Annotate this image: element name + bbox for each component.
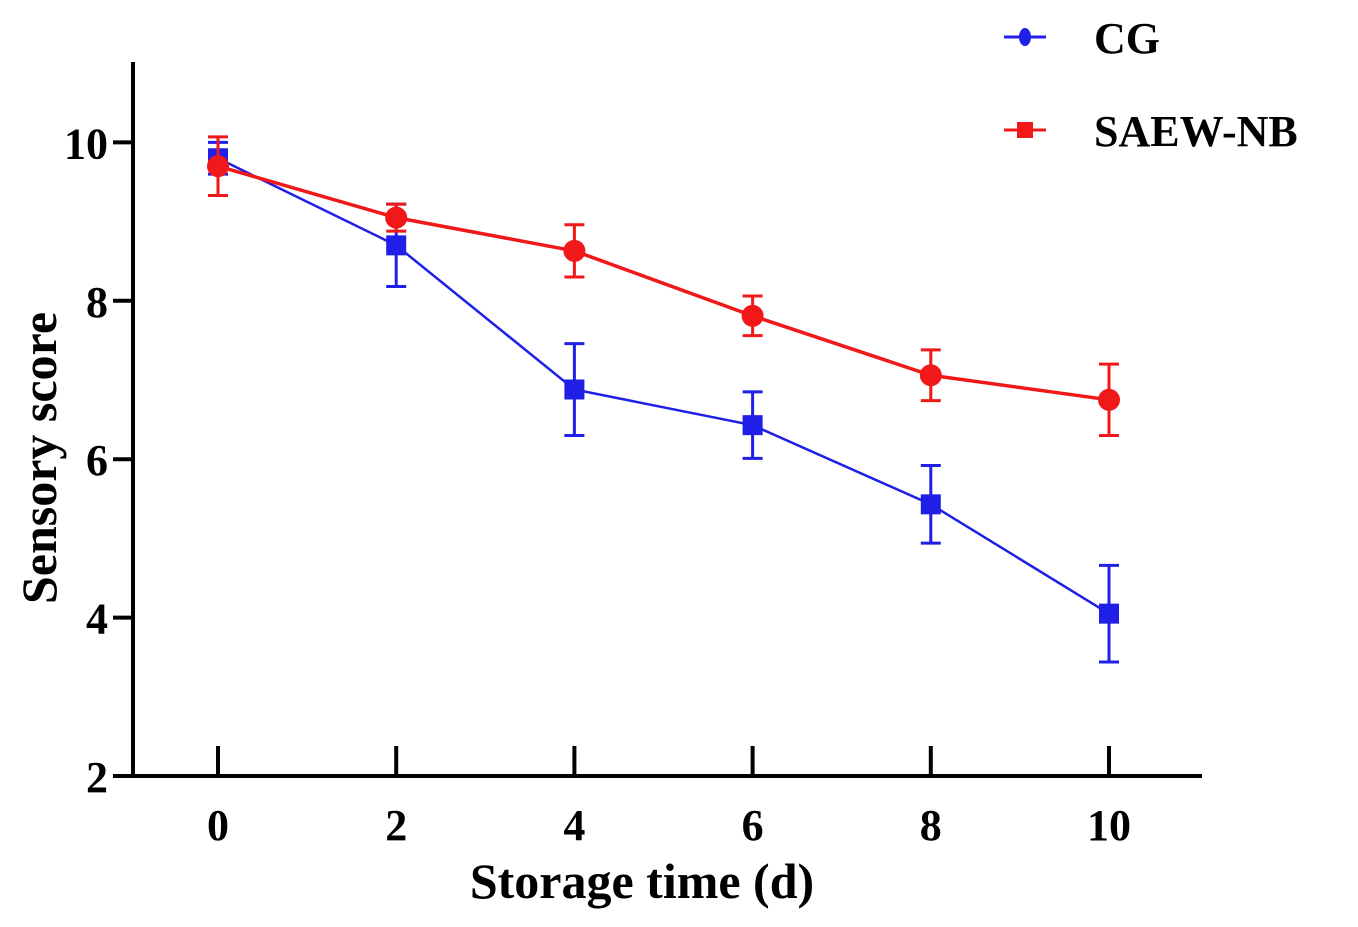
data-point bbox=[741, 304, 764, 327]
series-saew-nb bbox=[207, 135, 1120, 437]
legend-marker bbox=[1019, 28, 1031, 46]
data-point bbox=[919, 364, 942, 387]
data-point bbox=[207, 155, 229, 178]
data-point bbox=[920, 494, 941, 515]
data-point bbox=[385, 206, 408, 229]
y-tick-label: 4 bbox=[86, 595, 108, 644]
data-point bbox=[1098, 388, 1120, 411]
y-axis-title: Sensory score bbox=[11, 312, 67, 604]
y-tick-label: 10 bbox=[64, 119, 108, 168]
x-tick-label: 8 bbox=[920, 801, 942, 850]
axes bbox=[131, 62, 1202, 778]
y-tick-label: 6 bbox=[86, 436, 108, 485]
x-axis-title: Storage time (d) bbox=[470, 853, 814, 909]
legend-label: SAEW-NB bbox=[1094, 107, 1298, 156]
x-tick-label: 0 bbox=[207, 801, 229, 850]
legend-label: CG bbox=[1094, 14, 1160, 63]
data-point bbox=[742, 415, 763, 436]
data-point bbox=[1099, 603, 1119, 624]
series bbox=[207, 135, 1120, 664]
series-cg bbox=[208, 140, 1119, 664]
x-tick-label: 2 bbox=[385, 801, 407, 850]
y-tick-label: 2 bbox=[86, 753, 108, 802]
x-tick-label: 10 bbox=[1087, 801, 1131, 850]
x-tick-label: 4 bbox=[563, 801, 585, 850]
x-tick-label: 6 bbox=[742, 801, 764, 850]
legend-marker bbox=[1017, 122, 1033, 138]
data-point bbox=[564, 379, 585, 400]
y-tick-label: 8 bbox=[86, 278, 108, 327]
series-line bbox=[217, 164, 1110, 402]
data-point bbox=[386, 235, 407, 256]
data-point bbox=[563, 239, 586, 262]
legend-item: SAEW-NB bbox=[1004, 107, 1298, 156]
axis-labels: Storage time (d) Sensory score bbox=[11, 312, 814, 909]
series-line bbox=[217, 157, 1110, 615]
ticks: 0 2 4 6 8 10 2 4 6 8 10 bbox=[64, 119, 1131, 850]
legend-item: CG bbox=[1004, 14, 1160, 63]
legend: CG SAEW-NB bbox=[1004, 14, 1298, 156]
